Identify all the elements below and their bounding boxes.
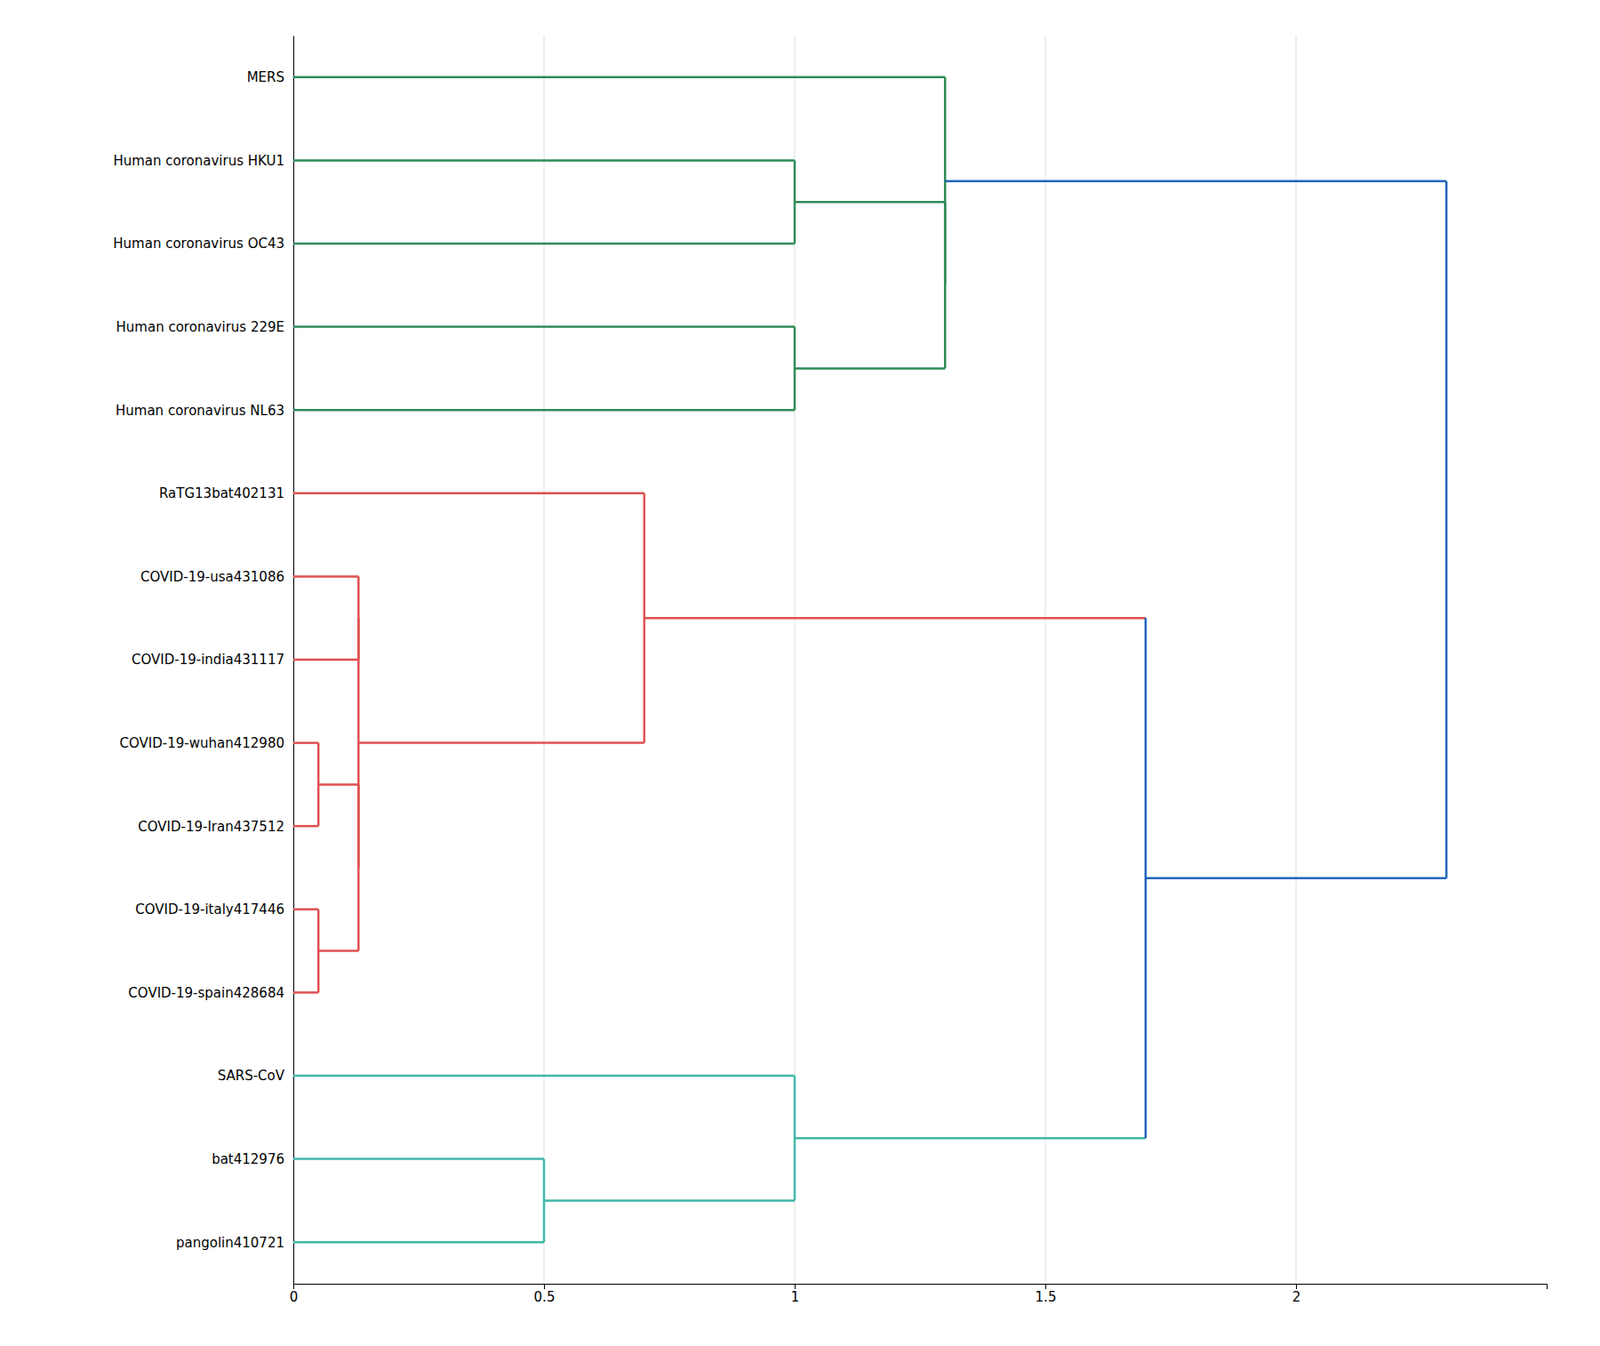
branch	[794, 1136, 1146, 1140]
y-tick-label: COVID-19-india431117	[131, 651, 285, 668]
y-tick-label: Human coronavirus OC43	[112, 235, 285, 252]
y-tick-label: Human coronavirus HKU1	[112, 152, 285, 169]
y-tick: Human coronavirus HKU1	[112, 152, 294, 169]
y-tick-label: SARS-CoV	[217, 1067, 286, 1084]
y-tick-label: pangolin410721	[176, 1234, 285, 1251]
y-tick-label: COVID-19-spain428684	[128, 984, 285, 1001]
join	[1445, 181, 1448, 879]
grid-line	[1296, 35, 1297, 1284]
y-tick: COVID-19-italy417446	[135, 901, 294, 918]
branch	[644, 616, 1146, 620]
branch	[358, 741, 644, 744]
branch	[293, 76, 945, 80]
grid-line	[1045, 35, 1047, 1284]
x-tick-label: 1.5	[1035, 1288, 1057, 1305]
branch	[293, 1157, 544, 1160]
branch	[293, 741, 319, 744]
y-tick: SARS-CoV	[217, 1067, 294, 1084]
branch	[318, 949, 359, 952]
y-tick: COVID-19-wuhan412980	[120, 735, 294, 752]
branch	[794, 367, 945, 370]
branch	[318, 783, 359, 786]
y-tick-label: Human coronavirus 229E	[116, 319, 285, 336]
y-tick-label: COVID-19-italy417446	[135, 901, 285, 918]
dendrogram	[293, 77, 1447, 1242]
y-tick: bat412976	[211, 1151, 294, 1168]
x-tick-label: 0.5	[534, 1288, 556, 1305]
branch	[293, 242, 795, 246]
y-tick: pangolin410721	[176, 1234, 294, 1251]
y-tick-label: COVID-19-Iran437512	[137, 818, 285, 835]
x-tick: 1	[791, 1283, 800, 1305]
x-tick-label: 1	[791, 1288, 800, 1305]
grid-line	[544, 35, 545, 1284]
x-axis: 0 0.5 1 1.5 2	[289, 1283, 1548, 1305]
y-tick: Human coronavirus NL63	[115, 402, 294, 419]
branch	[293, 492, 645, 496]
branch	[293, 1074, 795, 1078]
branch	[293, 1240, 544, 1244]
x-tick: 2	[1292, 1283, 1302, 1305]
plot: 0 0.5 1 1.5 2 MERS Human coronavirus HKU1 Human…	[112, 35, 1547, 1305]
y-tick-label: RaTG13bat402131	[159, 485, 285, 502]
branch	[794, 200, 945, 204]
y-tick: Human coronavirus OC43	[112, 235, 294, 252]
y-tick: COVID-19-india431117	[131, 651, 294, 668]
y-axis: MERS Human coronavirus HKU1 Human coronavi…	[112, 36, 294, 1285]
grid-line	[794, 35, 796, 1284]
y-tick: COVID-19-Iran437512	[137, 818, 294, 835]
branch	[293, 824, 319, 828]
y-tick: MERS	[247, 69, 294, 86]
branch	[944, 180, 1447, 184]
y-tick: COVID-19-usa431086	[140, 568, 294, 585]
y-tick: Human coronavirus 229E	[116, 319, 294, 336]
x-axis-line	[294, 1284, 1548, 1290]
x-tick: 0	[289, 1283, 299, 1305]
branch	[293, 325, 795, 328]
branch	[293, 408, 795, 412]
branch	[293, 991, 319, 994]
y-tick-label: bat412976	[211, 1151, 285, 1168]
branch	[293, 159, 795, 162]
chart: 0 0.5 1 1.5 2 MERS Human coronavirus HKU1 Human…	[0, 0, 1600, 1346]
x-tick: 0.5	[534, 1283, 556, 1305]
branch	[544, 1199, 795, 1202]
y-tick-label: COVID-19-usa431086	[140, 568, 285, 585]
grid	[293, 35, 1296, 1284]
x-tick: 1.5	[1035, 1283, 1057, 1305]
x-tick-label: 0	[289, 1288, 299, 1305]
branch	[1145, 876, 1447, 880]
y-tick: COVID-19-spain428684	[128, 984, 294, 1001]
y-tick-label: COVID-19-wuhan412980	[120, 735, 285, 752]
x-tick-label: 2	[1292, 1288, 1302, 1305]
y-tick: RaTG13bat402131	[159, 485, 294, 502]
y-tick-label: Human coronavirus NL63	[115, 402, 285, 419]
y-tick-label: MERS	[247, 69, 285, 86]
branch	[293, 575, 359, 578]
branch	[293, 908, 319, 912]
branch	[293, 658, 359, 662]
